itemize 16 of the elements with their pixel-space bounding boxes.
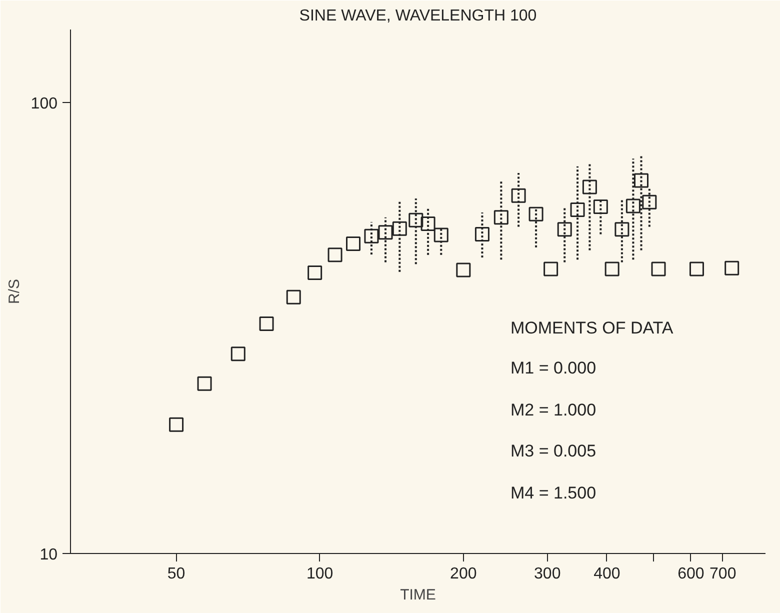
y-axis-title: R/S — [6, 278, 23, 304]
annotation: M4 = 1.500 — [510, 484, 596, 502]
chart-title: SINE WAVE, WAVELENGTH 100 — [299, 8, 537, 24]
x-tick-label: 400 — [594, 566, 620, 582]
y-tick-label: 10 — [40, 546, 58, 564]
x-tick-label: 100 — [306, 566, 334, 582]
x-tick-label: 200 — [450, 566, 477, 582]
x-tick-label: 300 — [534, 566, 561, 582]
annotation: MOMENTS OF DATA — [510, 318, 674, 338]
x-tick-label: 50 — [167, 566, 186, 582]
x-axis-title: TIME — [400, 586, 436, 604]
x-tick-label: 700 — [710, 566, 736, 582]
annotation: M2 = 1.000 — [510, 400, 596, 420]
annotation: M3 = 0.005 — [510, 442, 596, 460]
x-tick-label: 600 — [678, 566, 704, 582]
annotation: M1 = 0.000 — [510, 358, 596, 378]
